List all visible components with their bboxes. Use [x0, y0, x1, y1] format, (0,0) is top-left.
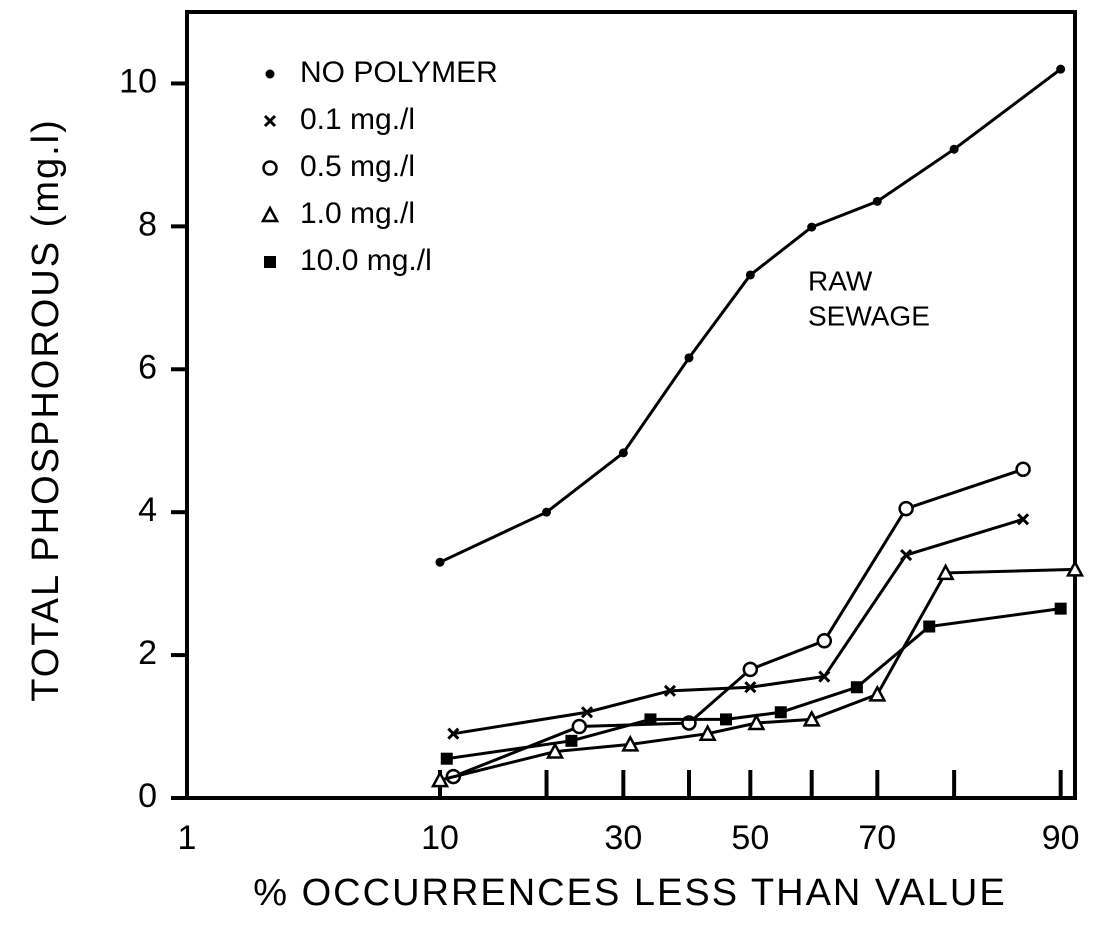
marker: [1054, 602, 1067, 615]
x-tick-label: 70: [858, 819, 896, 857]
x-tick-label: 90: [1042, 819, 1080, 857]
marker: [744, 681, 757, 694]
marker: [1056, 64, 1066, 74]
legend-label: NO POLYMER: [300, 56, 498, 89]
legend-label: 1.0 mg./l: [300, 197, 415, 230]
marker: [565, 734, 578, 747]
marker: [644, 713, 657, 726]
marker: [264, 256, 276, 268]
marker: [1065, 559, 1085, 577]
marker: [818, 670, 831, 683]
marker: [545, 741, 565, 759]
x-tick-label: 30: [604, 819, 642, 857]
marker: [265, 69, 275, 79]
legend-label: 0.1 mg./l: [300, 103, 415, 136]
marker: [447, 727, 460, 740]
y-tick-label: 10: [119, 62, 157, 100]
y-tick-label: 4: [138, 491, 157, 529]
marker: [580, 706, 594, 719]
series-line: [439, 567, 1076, 782]
marker: [663, 684, 677, 697]
y-tick-label: 8: [138, 205, 157, 243]
marker: [936, 563, 955, 581]
y-tick-label: 6: [138, 348, 157, 386]
marker: [898, 500, 914, 517]
series-line: [446, 607, 1061, 761]
marker: [745, 270, 755, 280]
marker: [440, 752, 453, 765]
marker: [621, 734, 640, 752]
marker: [618, 448, 628, 458]
x-tick-label: 50: [731, 819, 769, 857]
marker: [542, 507, 552, 517]
annotation: SEWAGE: [808, 300, 930, 331]
marker: [260, 205, 280, 223]
marker: [923, 620, 936, 633]
marker: [802, 709, 821, 727]
legend-label: 10.0 mg./l: [300, 244, 432, 277]
marker: [850, 681, 863, 694]
marker: [742, 661, 759, 678]
marker: [1017, 513, 1030, 526]
legend-label: 0.5 mg./l: [300, 150, 415, 183]
y-tick-label: 2: [138, 634, 157, 672]
plot-frame: [185, 10, 1077, 800]
marker: [949, 144, 959, 154]
y-tick-label: 0: [138, 777, 157, 815]
marker: [698, 724, 717, 741]
marker: [807, 222, 817, 232]
marker: [872, 196, 882, 206]
marker: [435, 557, 445, 567]
marker: [263, 114, 277, 128]
marker: [868, 684, 887, 702]
x-tick-label: 10: [421, 819, 459, 857]
marker: [747, 713, 766, 731]
marker: [430, 770, 450, 788]
annotation: RAW: [808, 265, 873, 296]
marker: [816, 633, 833, 649]
marker: [774, 706, 787, 719]
y-axis-label: TOTAL PHOSPHOROUS (mg.l): [25, 118, 67, 702]
marker: [684, 353, 694, 363]
marker: [720, 713, 733, 726]
marker: [1015, 461, 1031, 478]
x-axis-label: % OCCURRENCES LESS THAN VALUE: [253, 872, 1006, 914]
x-tick-label: 1: [178, 819, 197, 857]
marker: [262, 160, 278, 176]
marker: [571, 718, 588, 735]
marker: [900, 548, 913, 562]
